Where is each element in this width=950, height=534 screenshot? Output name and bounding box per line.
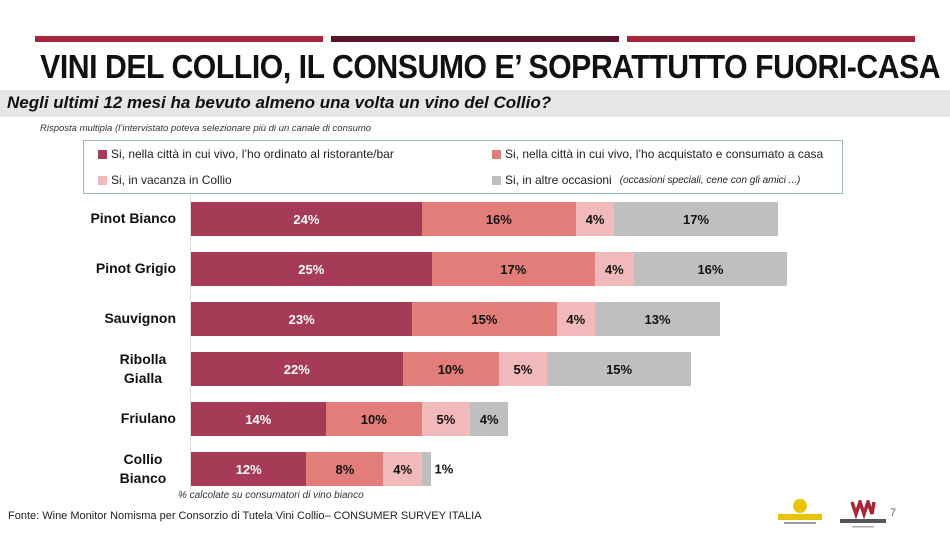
bar-segment: 4%	[575, 202, 615, 236]
data-label: 4%	[566, 311, 586, 327]
category-label: Sauvignon	[104, 310, 176, 326]
bar-segment: 15%	[546, 352, 692, 386]
category-axis-line	[190, 195, 191, 490]
data-label: 4%	[393, 461, 413, 477]
legend-swatch	[98, 149, 107, 159]
data-label: 25%	[298, 261, 325, 277]
footnote: % calcolate su consumatori di vino bianc…	[178, 490, 364, 501]
data-label: 17%	[500, 261, 527, 277]
question-band	[0, 90, 950, 117]
data-label: 13%	[644, 311, 671, 327]
legend-label: Si, nella città in cui vivo, l’ho ordina…	[111, 147, 394, 161]
data-label: 10%	[360, 411, 387, 427]
top-bar-left	[35, 36, 323, 42]
data-label: 5%	[436, 411, 456, 427]
category-label: Pinot Grigio	[95, 260, 176, 276]
evolution-logo	[778, 499, 822, 524]
bar-segment: 5%	[421, 402, 470, 436]
bar-segment: 17%	[431, 252, 596, 286]
bar-segment: 16%	[421, 202, 576, 236]
bar-segment: 14%	[191, 402, 326, 436]
category-label: Ribolla Gialla	[119, 351, 167, 386]
bar-segment: 10%	[402, 352, 499, 386]
legend-label-note: (occasioni speciali, cene con gli amici …	[619, 174, 801, 186]
bar-segment: 17%	[614, 202, 778, 236]
bar-segment: 24%	[191, 202, 422, 236]
data-label: 16%	[485, 211, 512, 227]
legend-label: Si, in vacanza in Collio	[111, 173, 232, 187]
data-label: 5%	[513, 361, 533, 377]
wine-monitor-logo	[840, 500, 886, 528]
legend-item: Si, in vacanza in Collio	[98, 173, 232, 187]
data-label: 14%	[245, 411, 272, 427]
bar-segment: 22%	[191, 352, 403, 386]
bar-segment: 23%	[191, 302, 413, 336]
data-label: 12%	[235, 461, 262, 477]
legend-item: Si, in altre occasioni (occasioni special…	[492, 173, 800, 187]
bar-segment: 16%	[633, 252, 788, 286]
legend-label: Si, in altre occasioni	[505, 173, 612, 187]
data-label: 22%	[283, 361, 310, 377]
bar-segment: 8%	[306, 452, 384, 486]
survey-question: Negli ultimi 12 mesi ha bevuto almeno un…	[7, 93, 552, 112]
bar-segment: 4%	[556, 302, 596, 336]
bar-segment: 12%	[191, 452, 307, 486]
category-label: Collio Bianco	[119, 451, 167, 486]
legend-item: Si, nella città in cui vivo, l’ho acquis…	[492, 147, 823, 161]
legend-swatch	[98, 175, 107, 185]
data-label: 16%	[697, 261, 724, 277]
chart-legend: Si, nella città in cui vivo, l’ho ordina…	[83, 140, 843, 194]
category-label: Friulano	[120, 410, 176, 426]
top-bar-middle	[331, 36, 619, 42]
legend-swatch	[492, 149, 501, 159]
data-label: 4%	[604, 261, 624, 277]
source-note: Fonte: Wine Monitor Nomisma per Consorzi…	[8, 510, 482, 522]
multiple-answer-note: Risposta multipla (l’intervistato poteva…	[40, 123, 372, 134]
bar-segment: 10%	[325, 402, 422, 436]
bar-segment: 15%	[412, 302, 557, 336]
data-label: 23%	[288, 311, 315, 327]
page-title: VINI DEL COLLIO, IL CONSUMO E’ SOPRATTUT…	[40, 48, 941, 85]
page-number: 7	[890, 507, 897, 519]
data-label: 8%	[335, 461, 355, 477]
bar-segment: 25%	[191, 252, 432, 286]
data-label: 4%	[479, 411, 499, 427]
data-label: 10%	[437, 361, 464, 377]
bar-segment: 4%	[383, 452, 422, 486]
data-label: 15%	[471, 311, 498, 327]
legend-item: Si, nella città in cui vivo, l’ho ordina…	[98, 147, 394, 161]
data-label: 15%	[606, 361, 633, 377]
data-label: 17%	[683, 211, 710, 227]
data-label: 24%	[293, 211, 320, 227]
category-label: Pinot Bianco	[90, 210, 176, 226]
bar-segment: 1%	[421, 452, 453, 486]
bar-segment: 4%	[469, 402, 509, 436]
data-label: 1%	[434, 461, 454, 477]
data-label: 4%	[585, 211, 605, 227]
legend-swatch	[492, 175, 501, 185]
bar-segment: 4%	[595, 252, 634, 286]
top-bar-right	[627, 36, 915, 42]
bar-segment: 5%	[498, 352, 547, 386]
bar-segment: 13%	[595, 302, 721, 336]
legend-label: Si, nella città in cui vivo, l’ho acquis…	[505, 147, 824, 161]
